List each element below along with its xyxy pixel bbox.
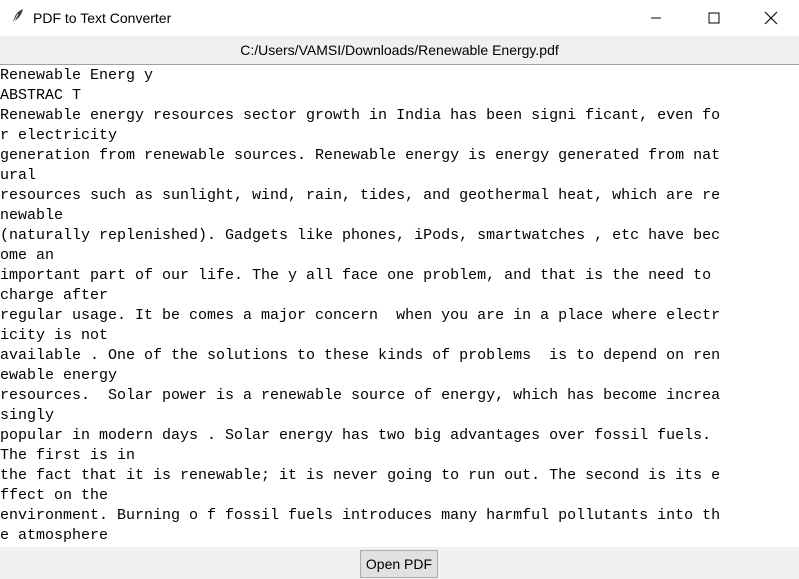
text-line: e atmosphere [0,527,109,544]
text-line: icity is not [0,327,109,344]
text-line: Renewable Energ y [0,67,154,84]
text-line: resources. Solar power is a renewable so… [0,387,721,404]
text-line: newable [0,207,64,224]
title-bar[interactable]: PDF to Text Converter [0,0,799,36]
window-title: PDF to Text Converter [33,10,172,26]
text-line: resources such as sunlight, wind, rain, … [0,187,721,204]
minimize-button[interactable] [627,0,685,36]
close-button[interactable] [743,0,799,36]
file-path-label: C:/Users/VAMSI/Downloads/Renewable Energ… [0,36,799,64]
feather-icon [9,8,25,26]
bottom-bar: Open PDF [0,547,799,579]
text-line: the fact that it is renewable; it is nev… [0,467,721,484]
text-line: environment. Burning o f fossil fuels in… [0,507,721,524]
text-line: ffect on the [0,487,109,504]
extracted-text-area[interactable]: Renewable Energ y ABSTRAC T Renewable en… [0,64,799,547]
text-line: ural [0,167,37,184]
open-pdf-button[interactable]: Open PDF [360,550,438,578]
text-line: r electricity [0,127,118,144]
maximize-icon [708,12,720,24]
text-line: generation from renewable sources. Renew… [0,147,721,164]
text-line: singly [0,407,55,424]
text-line: available . One of the solutions to thes… [0,347,721,364]
text-line: charge after [0,287,109,304]
text-line: important part of our life. The y all fa… [0,267,712,284]
text-line: ome an [0,247,55,264]
maximize-button[interactable] [685,0,743,36]
close-icon [764,11,778,25]
minimize-icon [651,17,661,19]
text-line: popular in modern days . Solar energy ha… [0,427,712,444]
text-line: (naturally replenished). Gadgets like ph… [0,227,721,244]
text-line: ABSTRAC T [0,87,82,104]
text-line: ewable energy [0,367,118,384]
text-line: The first is in [0,447,136,464]
text-line: Renewable energy resources sector growth… [0,107,721,124]
text-line: regular usage. It be comes a major conce… [0,307,721,324]
